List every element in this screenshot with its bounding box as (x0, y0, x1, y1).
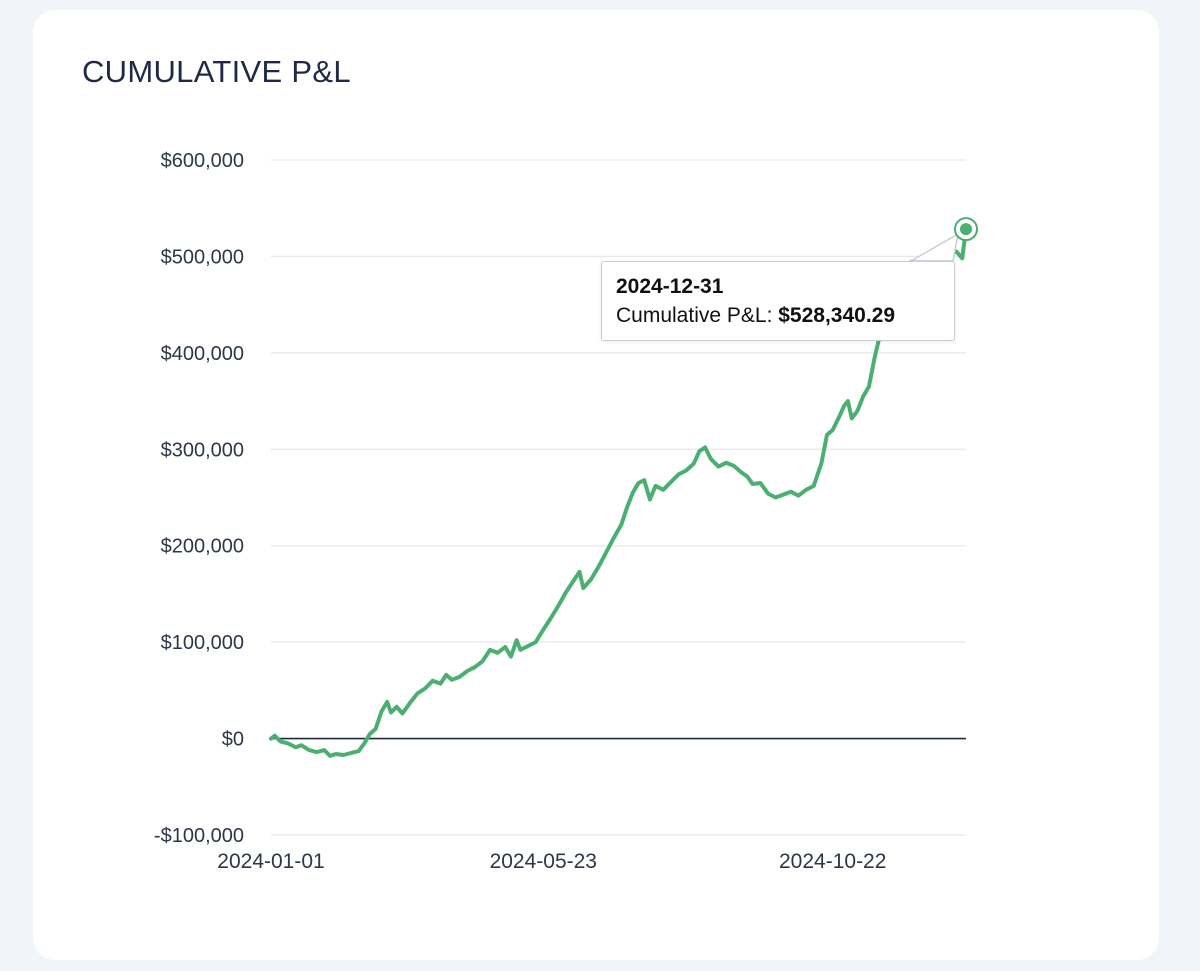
y-tick-label: $200,000 (161, 536, 244, 558)
y-tick-label: $100,000 (161, 632, 244, 654)
y-axis: $600,000 $500,000 $400,000 $300,000 $200,000… (154, 150, 244, 847)
x-tick-label: 2024-01-01 (217, 850, 324, 873)
series-line-cumulative-pnl[interactable] (269, 227, 968, 758)
y-tick-label: $300,000 (161, 439, 244, 461)
grid-layer (271, 159, 966, 836)
y-tick-label: $500,000 (161, 246, 244, 268)
chart-card: CUMULATIVE P&L $600,000 $500,000 $400,000 $… (33, 10, 1159, 960)
x-axis: 2024-01-01 2024-05-23 2024-10-22 (217, 850, 886, 873)
tooltip-date: 2024-12-31 (616, 275, 724, 298)
y-tick-label: $400,000 (161, 343, 244, 365)
cumulative-pnl-chart[interactable]: $600,000 $500,000 $400,000 $300,000 $200,000… (33, 10, 1159, 960)
tooltip-label: Cumulative P&L: (616, 304, 773, 327)
tooltip-row: Cumulative P&L: $528,340.29 (616, 302, 940, 330)
y-tick-label: $0 (222, 729, 244, 751)
tooltip-pointer (908, 232, 960, 262)
y-tick-label: $600,000 (161, 150, 244, 172)
x-tick-label: 2024-10-22 (779, 850, 886, 873)
tooltip: 2024-12-31 Cumulative P&L: $528,340.29 (601, 261, 955, 341)
highlighted-point[interactable] (960, 223, 972, 236)
tooltip-value: $528,340.29 (778, 304, 896, 327)
y-tick-label: -$100,000 (154, 825, 244, 847)
x-tick-label: 2024-05-23 (490, 850, 597, 873)
card-title: CUMULATIVE P&L (82, 54, 351, 89)
